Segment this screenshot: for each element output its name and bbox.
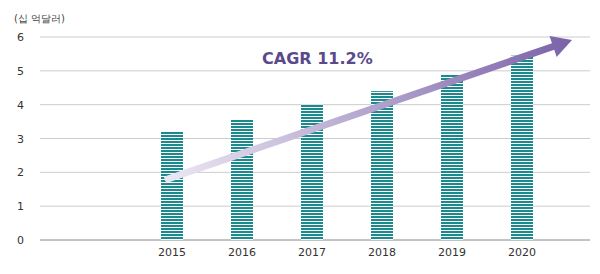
x-tick-label: 2017	[298, 246, 326, 259]
bar	[441, 74, 463, 240]
x-tick-label: 2016	[228, 246, 256, 259]
x-tick-label: 2020	[508, 246, 536, 259]
cagr-arrow	[161, 30, 575, 191]
y-tick-label: 3	[17, 133, 24, 146]
bar	[161, 132, 183, 240]
grid-line	[40, 70, 590, 71]
grid-line	[40, 37, 590, 38]
y-axis-label: (십 억달러)	[14, 13, 65, 24]
annotation: CAGR 11.2%	[262, 49, 373, 68]
chart-svg: (십 억달러) 0 1 2 3 4 5 6 2015 2016 2017 2018 2019 2020 CA…	[0, 0, 600, 274]
bar	[231, 120, 253, 240]
y-tick-label: 2	[17, 166, 24, 179]
x-tick-label: 2018	[368, 246, 396, 259]
x-tick-label: 2015	[158, 246, 186, 259]
y-tick-label: 6	[17, 31, 24, 44]
y-tick-label: 4	[17, 99, 24, 112]
bar	[371, 91, 393, 240]
y-tick-label: 0	[17, 234, 24, 247]
chart-container: (십 억달러) 0 1 2 3 4 5 6 2015 2016 2017 2018 2019 2020 CA…	[0, 0, 600, 274]
bar	[511, 56, 533, 240]
bars	[161, 56, 533, 240]
y-tick-label: 5	[17, 65, 24, 78]
x-tick-label: 2019	[438, 246, 466, 259]
arrow-shape	[161, 30, 575, 191]
y-tick-label: 1	[17, 200, 24, 213]
